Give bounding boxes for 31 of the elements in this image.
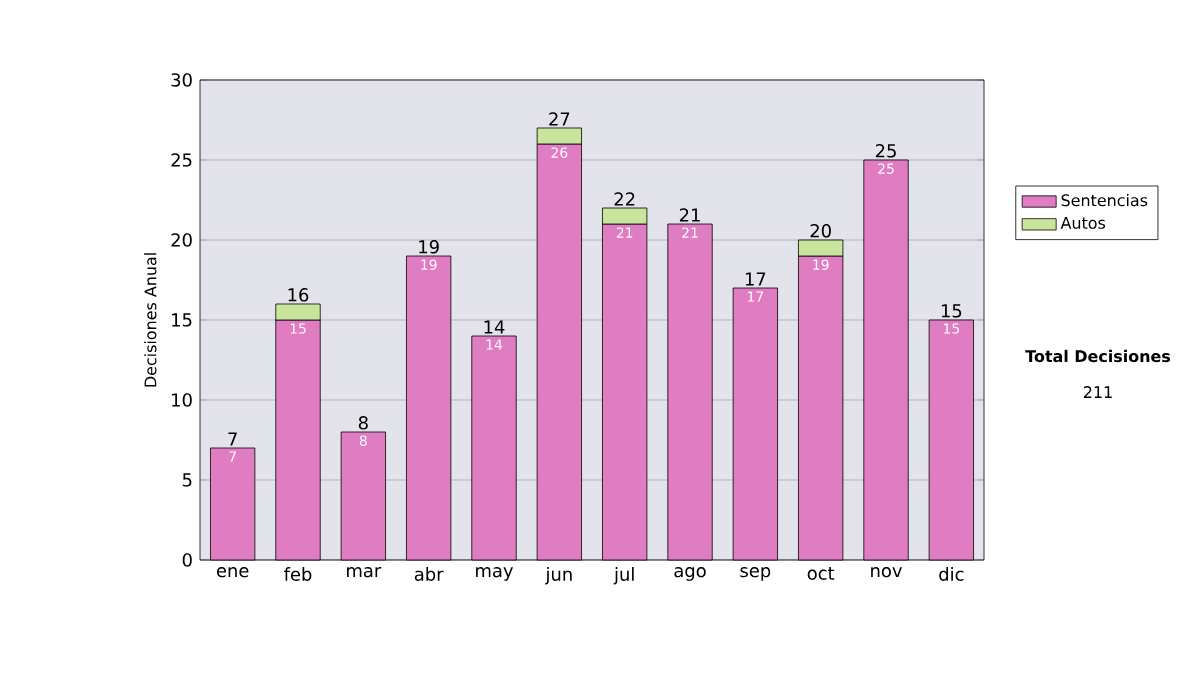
x-tick-label: may — [476, 567, 514, 581]
total-label: 15 — [941, 304, 962, 318]
total-label: 7 — [228, 432, 237, 446]
y-tick-label: 25 — [171, 153, 192, 167]
x-tick-label: abr — [414, 567, 444, 581]
x-tick-label: jun — [545, 567, 572, 585]
total-label: 19 — [419, 240, 439, 254]
total-label: 17 — [745, 272, 766, 286]
x-tick-label: ene — [216, 567, 249, 578]
x-tick-label: sep — [740, 567, 771, 581]
y-tick-label: 20 — [171, 233, 192, 247]
y-tick-label: 15 — [172, 313, 192, 327]
x-tick-label: oct — [807, 567, 835, 580]
y-tick-label: 10 — [172, 393, 192, 407]
total-label: 8 — [358, 416, 368, 430]
total-label: 16 — [288, 288, 309, 302]
y-tick-label: 0 — [182, 553, 192, 567]
x-tick-label: mar — [347, 567, 382, 578]
total-label: 25 — [875, 144, 896, 158]
total-label: 27 — [549, 112, 570, 126]
y-tick-label: 30 — [171, 73, 192, 87]
x-tick-label: nov — [871, 567, 902, 578]
total-label: 14 — [484, 320, 505, 334]
total-label: 22 — [614, 192, 635, 206]
total-label: 21 — [679, 208, 700, 222]
total-label: 20 — [810, 224, 831, 238]
y-tick-label: 5 — [182, 473, 192, 487]
x-tick-label: feb — [284, 567, 312, 581]
x-tick-label: ago — [674, 567, 706, 581]
x-tick-label: dic — [939, 567, 964, 581]
x-tick-label: jul — [613, 567, 634, 585]
